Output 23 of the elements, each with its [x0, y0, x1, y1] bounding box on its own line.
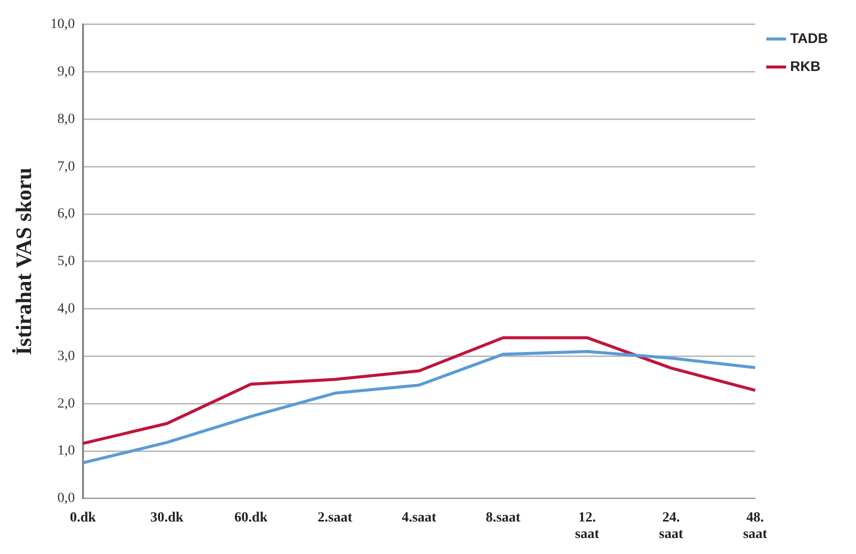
x-tick-label: 2.saat — [318, 510, 353, 526]
x-tick-label: 8.saat — [486, 510, 521, 526]
y-axis-title: İstirahat VAS skoru — [10, 168, 36, 356]
y-tick-label: 4,0 — [57, 301, 75, 316]
legend-label: RKB — [790, 58, 820, 74]
x-tick-label: 4.saat — [402, 510, 437, 526]
x-tick-label: 0.dk — [70, 510, 96, 526]
y-tick-label: 10,0 — [50, 17, 75, 32]
x-tick-label: 24. saat — [659, 510, 684, 542]
x-tick-label: 30.dk — [150, 510, 184, 526]
y-tick-label: 6,0 — [57, 206, 75, 222]
y-tick-label: 0,0 — [57, 491, 75, 506]
x-tick-label: 60.dk — [234, 510, 268, 526]
y-tick-label: 2,0 — [57, 396, 75, 412]
y-tick-label: 1,0 — [57, 444, 75, 459]
y-tick-label: 8,0 — [57, 112, 75, 127]
y-tick-label: 5,0 — [57, 254, 75, 270]
legend-label: TADB — [790, 30, 828, 46]
y-tick-label: 3,0 — [57, 348, 75, 364]
x-tick-label: 12. saat — [575, 510, 600, 542]
y-tick-label: 9,0 — [57, 64, 75, 80]
y-tick-label: 7,0 — [57, 159, 75, 174]
x-tick-label: 48. saat — [743, 510, 768, 542]
